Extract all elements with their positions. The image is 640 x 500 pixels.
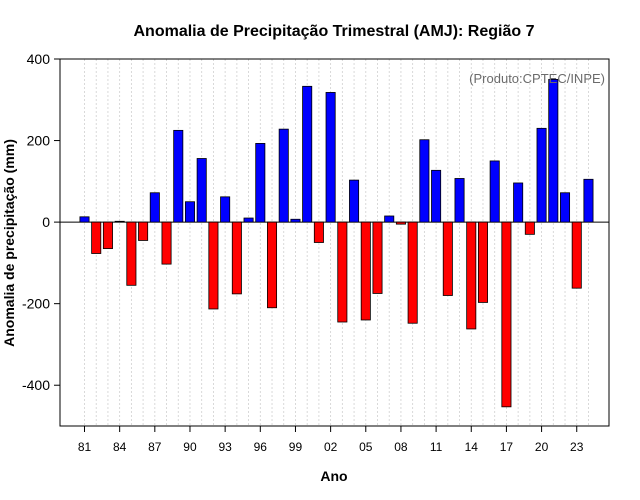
chart-title: Anomalia de Precipitação Trimestral (AMJ…: [133, 23, 534, 40]
x-tick-label: 87: [148, 440, 162, 454]
x-tick-label: 81: [78, 440, 92, 454]
bar-1981: [79, 216, 90, 223]
x-tick-label: 99: [289, 440, 303, 454]
bar-1997: [267, 221, 278, 309]
bar-1987: [149, 192, 160, 223]
bar-2001: [313, 221, 324, 243]
bar-2004: [349, 179, 360, 223]
bar-1998: [278, 128, 289, 223]
y-tick-label: 200: [27, 133, 51, 149]
bars: [79, 78, 594, 408]
bar-1985: [126, 221, 137, 286]
x-tick-label: 20: [535, 440, 549, 454]
bar-2000: [302, 85, 313, 223]
x-tick-label: 84: [113, 440, 127, 454]
bar-2009: [407, 221, 418, 324]
y-axis-label: Anomalia de precipitação (mm): [1, 139, 17, 347]
x-tick-label: 05: [359, 440, 373, 454]
bar-1989: [173, 129, 184, 223]
bar-2023: [571, 221, 582, 289]
bar-2011: [431, 169, 442, 223]
gridlines: [84, 59, 589, 426]
x-axis: 81 84 87 90 93 96 99 02 05 08 11 14 17 20 23: [78, 426, 584, 454]
x-tick-label: 08: [394, 440, 408, 454]
bar-2019: [524, 221, 535, 235]
bar-2012: [442, 221, 453, 296]
bar-1984: [114, 220, 125, 223]
x-tick-label: 17: [500, 440, 514, 454]
bar-2021: [548, 78, 559, 223]
x-tick-label: 96: [254, 440, 268, 454]
bar-2017: [501, 221, 512, 408]
bar-2005: [360, 221, 371, 321]
bar-1988: [161, 221, 172, 265]
bar-1986: [138, 221, 149, 241]
x-tick-label: 11: [430, 440, 443, 454]
x-tick-label: 14: [465, 440, 479, 454]
bar-1994: [231, 221, 242, 295]
y-tick-label: 0: [42, 214, 50, 230]
bar-2008: [395, 221, 406, 225]
bar-1990: [184, 201, 195, 223]
y-axis: -400 -200 0 200 400: [22, 51, 60, 393]
bar-2007: [384, 215, 395, 223]
bar-1983: [102, 221, 113, 250]
x-tick-label: 02: [324, 440, 338, 454]
bar-1982: [91, 221, 102, 254]
bar-1996: [255, 143, 266, 223]
y-tick-label: -400: [22, 377, 50, 393]
bar-2015: [477, 221, 488, 303]
bar-1991: [196, 158, 207, 223]
bar-2003: [337, 221, 348, 323]
bar-2020: [536, 127, 547, 223]
bar-1999: [290, 218, 301, 223]
bar-1993: [220, 196, 231, 223]
bar-2024: [583, 178, 594, 223]
bar-2018: [513, 182, 524, 223]
bar-2006: [372, 221, 383, 294]
bar-2016: [489, 160, 500, 223]
y-tick-label: 400: [27, 51, 51, 67]
x-tick-label: 90: [183, 440, 197, 454]
x-tick-label: 93: [218, 440, 232, 454]
bar-2014: [466, 221, 477, 330]
bar-2002: [325, 92, 336, 223]
y-tick-label: -200: [22, 296, 50, 312]
x-axis-label: Ano: [320, 468, 347, 484]
bar-2013: [454, 178, 465, 223]
bar-2010: [419, 139, 430, 223]
credit-text: (Produto:CPTEC/INPE): [469, 71, 605, 86]
plot-frame: [59, 58, 610, 427]
bar-1995: [243, 217, 254, 223]
bar-2022: [560, 192, 571, 223]
bar-1992: [208, 221, 219, 310]
x-tick-label: 23: [570, 440, 584, 454]
